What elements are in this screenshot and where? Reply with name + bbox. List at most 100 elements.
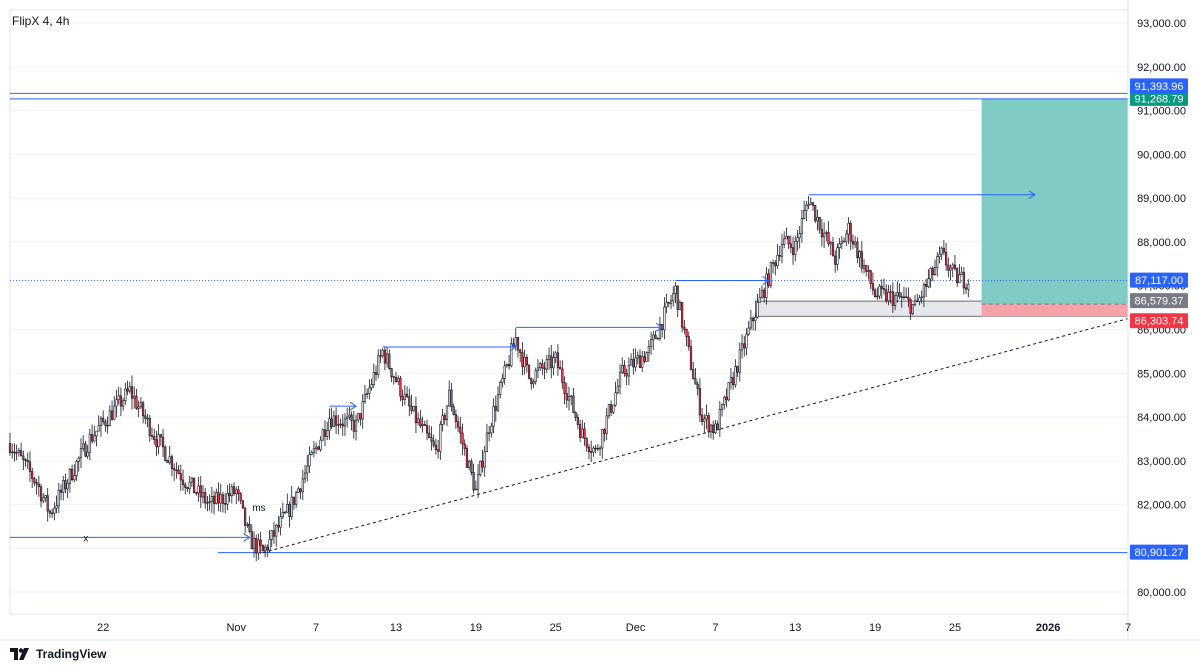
candle[interactable]: [765, 267, 768, 305]
candle[interactable]: [437, 439, 440, 459]
candle[interactable]: [705, 404, 708, 429]
candle[interactable]: [239, 492, 242, 505]
candle[interactable]: [845, 230, 848, 247]
candle[interactable]: [128, 381, 131, 394]
candle[interactable]: [226, 485, 229, 511]
candle[interactable]: [805, 200, 808, 222]
candle[interactable]: [161, 428, 165, 458]
candle[interactable]: [694, 368, 697, 385]
candle[interactable]: [858, 250, 861, 267]
candle[interactable]: [874, 287, 877, 298]
candle[interactable]: [279, 507, 282, 536]
candle[interactable]: [854, 236, 857, 248]
candle[interactable]: [590, 440, 593, 463]
candle[interactable]: [900, 292, 903, 308]
candle[interactable]: [816, 209, 819, 231]
candle[interactable]: [745, 328, 748, 356]
candle[interactable]: [949, 264, 952, 281]
candle[interactable]: [490, 422, 493, 438]
candle[interactable]: [337, 414, 340, 435]
candle[interactable]: [492, 398, 495, 434]
candle[interactable]: [139, 397, 142, 410]
candle[interactable]: [714, 419, 717, 435]
candle[interactable]: [122, 398, 125, 411]
structure-arrow[interactable]: [329, 401, 357, 411]
candle[interactable]: [261, 544, 264, 552]
candle[interactable]: [576, 413, 579, 429]
candle[interactable]: [681, 301, 684, 333]
candle[interactable]: [856, 237, 859, 264]
candle[interactable]: [692, 362, 695, 380]
candle[interactable]: [925, 278, 928, 298]
candle[interactable]: [22, 450, 25, 471]
candle[interactable]: [217, 482, 220, 512]
candle[interactable]: [244, 507, 247, 534]
candle[interactable]: [798, 225, 801, 249]
candle[interactable]: [55, 495, 58, 514]
candle[interactable]: [104, 419, 107, 432]
candle[interactable]: [931, 266, 934, 282]
candle[interactable]: [235, 487, 238, 504]
candle[interactable]: [712, 420, 715, 440]
candle[interactable]: [24, 458, 27, 467]
candle[interactable]: [652, 330, 655, 351]
candle[interactable]: [574, 411, 577, 422]
price-label-support[interactable]: 80,901.27: [1130, 544, 1188, 560]
structure-arrow[interactable]: [515, 322, 664, 332]
candle[interactable]: [64, 473, 67, 493]
candle[interactable]: [616, 378, 619, 395]
candle[interactable]: [379, 349, 382, 363]
candle[interactable]: [246, 522, 249, 528]
candle[interactable]: [119, 387, 123, 417]
symbol-label[interactable]: FlipX 4, 4h: [12, 14, 70, 28]
candle[interactable]: [319, 436, 322, 452]
candle[interactable]: [228, 483, 231, 503]
candle[interactable]: [414, 396, 418, 433]
candle[interactable]: [8, 432, 12, 456]
candle[interactable]: [299, 487, 302, 499]
candle[interactable]: [177, 465, 180, 475]
candle[interactable]: [851, 234, 855, 249]
candle[interactable]: [747, 321, 750, 337]
candle[interactable]: [499, 380, 502, 399]
candle[interactable]: [732, 371, 735, 390]
candle[interactable]: [341, 414, 344, 436]
candle[interactable]: [146, 414, 149, 428]
price-label-target[interactable]: 91,268.79: [1130, 90, 1188, 106]
candle[interactable]: [170, 454, 174, 477]
candle[interactable]: [909, 298, 912, 320]
candle[interactable]: [829, 240, 832, 256]
candle[interactable]: [550, 344, 553, 379]
candle[interactable]: [871, 272, 875, 295]
candle[interactable]: [519, 348, 522, 363]
candle[interactable]: [412, 406, 415, 412]
candle[interactable]: [754, 313, 757, 331]
candle[interactable]: [37, 475, 40, 497]
candle[interactable]: [354, 414, 358, 441]
candle[interactable]: [594, 444, 597, 454]
candle[interactable]: [951, 262, 954, 278]
candle[interactable]: [880, 279, 883, 300]
candle[interactable]: [774, 260, 777, 276]
candle[interactable]: [598, 445, 602, 457]
candle[interactable]: [33, 476, 36, 486]
candle[interactable]: [459, 416, 462, 444]
candle[interactable]: [394, 372, 398, 383]
candle[interactable]: [310, 450, 313, 456]
candle[interactable]: [410, 395, 413, 414]
candle[interactable]: [803, 200, 806, 220]
candle[interactable]: [343, 413, 347, 436]
candle[interactable]: [88, 428, 91, 461]
candle[interactable]: [578, 420, 582, 443]
candle[interactable]: [252, 531, 256, 558]
candle[interactable]: [66, 478, 69, 499]
candle[interactable]: [696, 381, 699, 396]
candle[interactable]: [605, 408, 608, 440]
candle[interactable]: [700, 408, 704, 426]
candle[interactable]: [718, 401, 721, 438]
candle[interactable]: [401, 389, 404, 407]
candle[interactable]: [729, 368, 733, 390]
candle[interactable]: [425, 419, 429, 441]
candle[interactable]: [778, 245, 781, 262]
